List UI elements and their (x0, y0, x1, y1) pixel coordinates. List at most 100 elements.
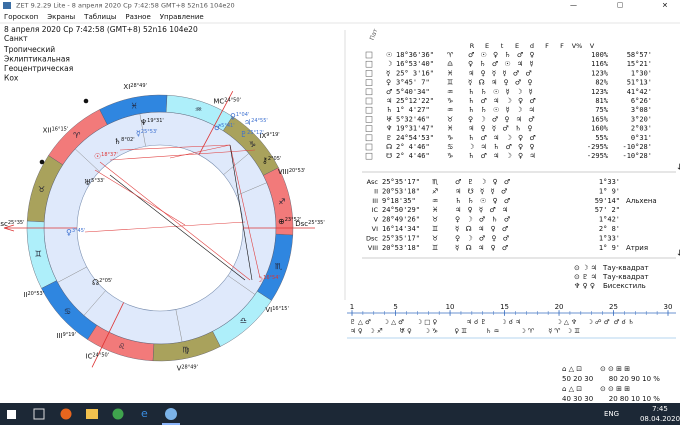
cusp-speed: 1°42' (599, 216, 620, 224)
planet-position: 16°53'40" (396, 60, 434, 68)
planet-degree: 16°54' (263, 275, 280, 281)
planet-glyph: ☊ (92, 278, 99, 287)
cusp-label: XI28°49' (123, 83, 146, 92)
zodiac-sign: ♊ (35, 249, 42, 258)
menu-item[interactable]: Экраны (47, 13, 75, 21)
planet-sign: ♈ (447, 51, 454, 59)
planet-rulers: ♃ ♀ ☿ ♂ ♄ ♀ (468, 125, 535, 133)
planet-rulers: ☽ ♃ ♄ ♂ ♀ ♀ (468, 143, 536, 151)
house-cusp (83, 290, 106, 316)
zodiac-segment (99, 94, 168, 125)
planet-speed: -10°28' (622, 152, 652, 160)
row-checkbox[interactable] (365, 79, 373, 86)
marker-dot (39, 159, 45, 165)
cusp-sign: ♐ (432, 187, 438, 195)
language[interactable]: ENG (604, 410, 619, 418)
cusp-label: IC24°50' (86, 352, 110, 361)
planet-label: ☊2°05' (92, 278, 113, 287)
row-checkbox[interactable] (365, 97, 373, 105)
zet-icon[interactable] (165, 408, 177, 420)
cusp-speed: 1°33' (599, 178, 620, 186)
row-checkbox[interactable] (365, 152, 373, 160)
planet-glyph: ♇ (386, 134, 392, 142)
app-icon (3, 2, 11, 9)
planet-glyph: ♃ (244, 118, 251, 127)
element-values: 40 30 30 20 80 10 10 % (562, 395, 660, 403)
cusp-degree: 24°50' (92, 352, 109, 358)
planet-glyph: ♄ (114, 137, 121, 146)
close[interactable]: ✕ (662, 2, 668, 10)
house-cusp (139, 113, 146, 147)
planet-glyph: ☽ (386, 60, 392, 68)
task-view[interactable] (33, 408, 45, 420)
cusp-speed: 1° 9' (599, 187, 620, 195)
row-checkbox[interactable] (365, 125, 373, 132)
zodiac-sign: ♋ (64, 307, 71, 316)
row-checkbox[interactable] (365, 70, 373, 77)
house-cusp (91, 302, 124, 368)
cusp-position: 25°35'17" (382, 178, 420, 186)
planet-glyph: ♀ (230, 112, 236, 121)
planet-label: ♇25°12' (240, 130, 264, 139)
planet-label: ♆19°31' (140, 118, 164, 127)
clock-date[interactable]: 08.04.2020 (640, 415, 680, 423)
start-button[interactable] (7, 410, 16, 419)
cusp-rulers: ☿ ☊ ♃ ♀ ♂ (455, 225, 510, 233)
row-checkbox[interactable] (365, 116, 373, 123)
planet-rulers: ♂ ☉ ♀ ♄ ♂ ♀ (468, 51, 536, 59)
planet-glyph: ♄ (386, 106, 392, 114)
timeline-tick-label: 20 (555, 303, 564, 311)
cusp-sign: ♉ (432, 234, 438, 242)
horoscope-wheel: ♈♉♊♋♌♍♎♏♐♑♒♓Asc25°35'II20°53'III9°19'IC2… (0, 83, 325, 373)
scroll-arrow: ↓ (676, 249, 680, 258)
planet-glyph: ♃ (386, 97, 392, 105)
clock-time[interactable]: 7:45 (652, 405, 668, 413)
zodiac-sign: ♎ (240, 316, 247, 325)
cusp-name: VI (265, 306, 272, 314)
zodiac-sign: ♉ (38, 185, 45, 194)
chrome-icon[interactable] (112, 408, 124, 420)
planet-sign: ♓ (447, 125, 453, 133)
planet-percent: 123% (591, 69, 609, 77)
row-checkbox[interactable] (365, 134, 373, 142)
asc-arrow (3, 224, 15, 229)
row-checkbox[interactable] (365, 106, 373, 114)
cusp-name: MC (213, 98, 224, 106)
planet-rulers: ♀ ♄ ♂ ☉ ♃ ☿ (468, 60, 536, 68)
menu-item[interactable]: Таблицы (83, 13, 116, 21)
planet-glyph: ♀ (386, 79, 391, 87)
cusp-degree: 16°15' (272, 306, 289, 312)
menu-item[interactable]: Управление (160, 13, 204, 21)
cusp-label: VIII20°53' (278, 168, 306, 177)
row-checkbox[interactable] (365, 60, 373, 68)
row-checkbox[interactable] (365, 88, 373, 96)
planet-glyph: ☿ (136, 129, 141, 138)
maximize[interactable]: ☐ (617, 2, 623, 10)
explorer-icon[interactable] (86, 409, 98, 419)
planet-label: ♀1°04' (230, 112, 249, 121)
planet-label: ⊕23°52' (278, 217, 301, 226)
menu-item[interactable]: Гороскоп (4, 13, 38, 21)
aspect-line (94, 169, 186, 226)
planet-degree: 1°04' (236, 112, 249, 118)
scroll-arrow: ↓ (676, 163, 680, 172)
row-checkbox[interactable] (365, 143, 373, 151)
aspect-glyphs: ♆ ♀ ♀ (574, 282, 595, 290)
aspect-glyphs: ⊙ ☽ ♃ (574, 264, 597, 272)
cusp-name: V (177, 364, 182, 372)
menu-item[interactable]: Разное (125, 13, 150, 21)
edge-icon[interactable]: e (141, 407, 148, 420)
firefox-icon[interactable] (60, 408, 72, 420)
cusp-rulers: ♂ ♇ ☽ ♀ ♂ (455, 178, 512, 186)
planet-sign: ♊ (447, 79, 453, 87)
planet-sign: ♑ (447, 97, 453, 105)
planet-percent: -295% (587, 143, 609, 151)
cusp-degree: 9°19' (63, 331, 76, 337)
element-values: 50 20 30 80 20 90 10 % (562, 375, 660, 383)
house-cusp (198, 90, 234, 155)
minimize[interactable]: — (570, 2, 577, 10)
row-checkbox[interactable] (365, 51, 373, 59)
cusp-label: V28°49' (177, 364, 198, 373)
cusp-label: Dsc25°35' (295, 220, 325, 229)
